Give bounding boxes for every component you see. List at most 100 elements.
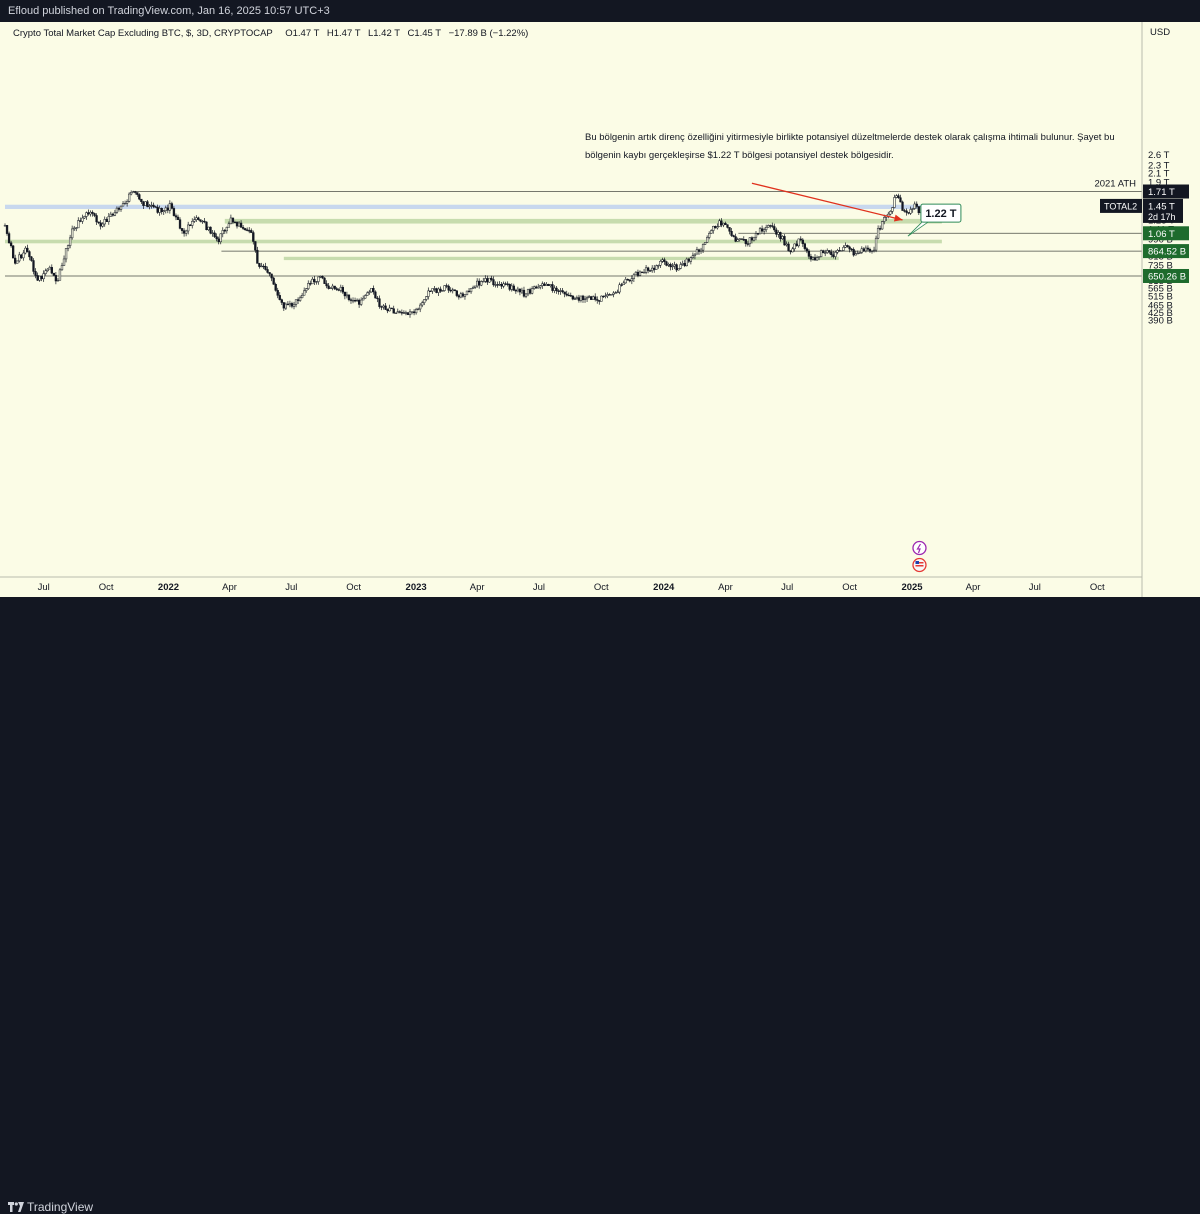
candle-body-255 [522, 289, 526, 297]
candle-body-0 [3, 225, 7, 227]
candle-body-180 [370, 288, 373, 293]
candle-body-124 [256, 249, 259, 264]
candle-body-301 [616, 291, 619, 294]
candle-body-134 [276, 290, 279, 296]
candle-body-209 [429, 290, 432, 292]
candle-body-364 [744, 239, 747, 244]
candle-body-142 [292, 304, 296, 307]
price-axis[interactable]: 2.6 T2.3 T2.1 T1.9 T1.5 T1.35 T1.23 T1.1… [1100, 150, 1189, 327]
candle-body-113 [233, 221, 237, 224]
candle-body-90 [187, 224, 190, 232]
time-tick-16: Jul [1029, 582, 1041, 593]
candle-body-169 [347, 294, 351, 300]
candle-body-268 [549, 284, 552, 286]
candle-body-332 [679, 264, 682, 269]
candle-body-98 [203, 220, 206, 223]
candle-body-396 [809, 256, 813, 260]
candle-body-385 [787, 243, 790, 252]
candle-body-216 [443, 285, 446, 291]
candle-body-48 [101, 223, 104, 227]
candle-body-257 [526, 289, 530, 295]
candle-body-59 [123, 202, 127, 205]
candle-body-276 [565, 293, 568, 296]
candle-body-173 [355, 299, 359, 302]
header-open: O1.47 T [285, 28, 319, 39]
candle-body-215 [441, 290, 444, 292]
candle-body-306 [626, 278, 629, 281]
candle-body-347 [710, 230, 713, 234]
candle-body-195 [400, 312, 404, 314]
candle-body-79 [164, 207, 167, 211]
candle-body-95 [197, 217, 200, 220]
candle-body-139 [286, 303, 290, 306]
candle-body-161 [331, 285, 334, 289]
candle-body-108 [223, 230, 226, 232]
candle-body-278 [569, 295, 572, 297]
symbol-tag [1100, 198, 1142, 213]
candle-body-355 [726, 224, 729, 228]
candle-body-203 [416, 308, 420, 311]
candle-body-321 [657, 265, 660, 267]
candle-body-327 [669, 264, 672, 268]
candle-body-393 [803, 243, 806, 249]
candle-body-205 [421, 302, 424, 306]
candle-body-70 [146, 201, 149, 208]
candle-body-60 [125, 201, 129, 204]
candle-body-8 [20, 254, 23, 259]
price-tick-18: 390 B [1148, 316, 1173, 327]
candle-body-341 [697, 249, 701, 252]
lightning-event-icon[interactable] [912, 540, 927, 556]
candle-body-3 [9, 242, 13, 247]
candle-body-112 [231, 217, 235, 223]
candle-body-25 [54, 275, 58, 282]
time-axis[interactable]: Jul Oct 2022 Apr Jul Oct 2023 Apr Jul Oct 2024 Apr J… [38, 540, 1105, 594]
candle-body-431 [881, 221, 884, 230]
candle-body-423 [864, 247, 868, 252]
candle-body-221 [453, 289, 456, 292]
candle-body-384 [785, 243, 788, 246]
us-flag-stripe-2 [915, 565, 924, 567]
candle-body-171 [351, 300, 355, 302]
candle-body-43 [91, 211, 94, 214]
time-tick-14: 2025 [901, 582, 923, 593]
candle-body-153 [315, 281, 318, 283]
candle-body-335 [685, 258, 688, 267]
candle-body-395 [807, 250, 811, 257]
candle-body-76 [158, 207, 161, 213]
candle-body-37 [79, 220, 82, 222]
candle-body-298 [610, 294, 613, 296]
time-tick-1: Oct [99, 582, 114, 593]
candle-body-318 [651, 267, 654, 271]
candle-body-436 [891, 207, 894, 212]
candle-body-188 [386, 309, 389, 312]
levels-layer: 2021 ATH [5, 179, 1142, 277]
candle-body-305 [624, 278, 627, 284]
symbol-tag-label: TOTAL2 [1104, 201, 1137, 211]
candle-body-442 [903, 210, 906, 212]
candle-body-242 [496, 284, 499, 286]
candle-body-352 [720, 220, 723, 226]
chart-area[interactable]: 2021 ATH Bu bölgenin artık direnç özelli… [0, 22, 1200, 597]
candle-body-65 [136, 192, 139, 195]
candle-body-179 [368, 291, 371, 294]
candle-body-14 [32, 260, 35, 272]
candle-body-82 [170, 203, 174, 209]
candle-body-122 [252, 232, 255, 242]
candle-body-398 [813, 257, 817, 261]
candle-body-196 [402, 312, 406, 314]
lightning-event-icon-glyph [916, 543, 921, 554]
candle-body-198 [406, 312, 410, 316]
candle-body-263 [539, 285, 542, 288]
candle-body-361 [738, 238, 741, 240]
candle-body-136 [280, 299, 283, 303]
candle-body-62 [130, 192, 133, 195]
time-tick-0: Jul [38, 582, 50, 593]
annotation-arrowhead [893, 214, 903, 222]
candle-body-7 [18, 254, 21, 262]
candle-body-312 [638, 271, 642, 276]
candle-body-145 [298, 297, 302, 301]
candle-body-32 [68, 237, 72, 246]
candle-body-445 [909, 209, 912, 214]
candle-body-380 [777, 232, 780, 235]
candle-body-210 [431, 288, 434, 292]
